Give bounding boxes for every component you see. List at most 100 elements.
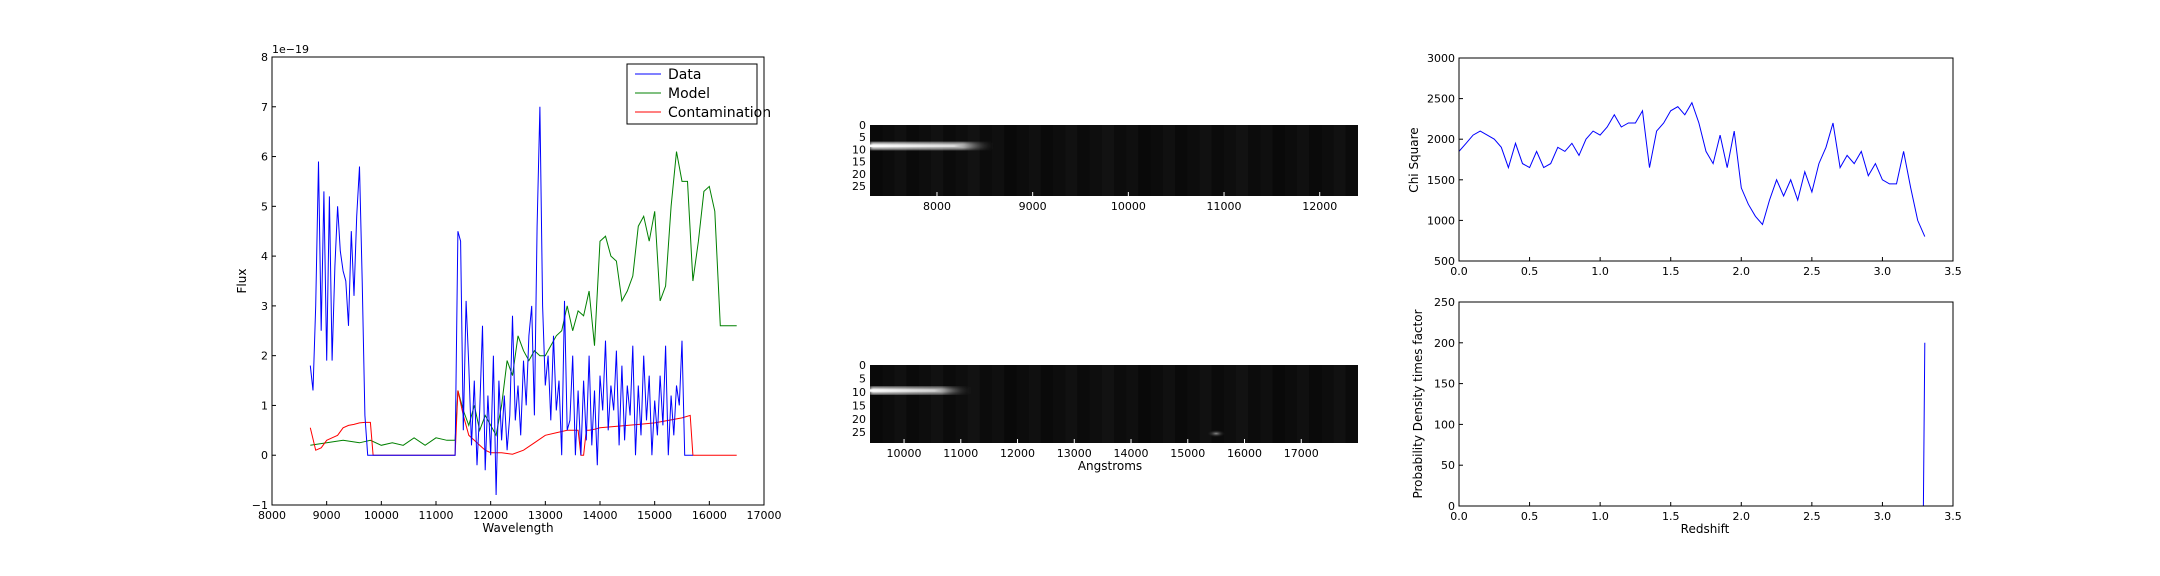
spectrum-xtick-label: 16000 xyxy=(692,509,727,522)
2d-top-noise xyxy=(1297,125,1310,196)
prob-ytick-label: 50 xyxy=(1441,459,1455,472)
spectrum-xtick-label: 11000 xyxy=(419,509,454,522)
chi-square-series-line xyxy=(1459,101,1926,237)
2d-top-ytick-label: 0 xyxy=(859,119,866,132)
2d-bottom-noise xyxy=(1260,365,1273,443)
probability-density-series-line xyxy=(1459,342,1926,506)
spectrum-ytick-label: 0 xyxy=(261,449,268,462)
spectrum-y-ticks: −1 0 1 2 3 4 5 6 7 8 xyxy=(252,51,276,512)
prob-xtick-label: 1.0 xyxy=(1591,510,1609,523)
2d-top-ytick-label: 25 xyxy=(852,180,866,193)
2d-bottom-noise xyxy=(992,365,1005,443)
2d-top-noise xyxy=(1114,125,1126,196)
spectrum-ytick-label: −1 xyxy=(252,499,268,512)
2d-top-noise xyxy=(1309,125,1321,196)
2d-bottom-xtick-label: 12000 xyxy=(1000,447,1035,460)
2d-top-noise xyxy=(1138,125,1150,196)
2d-bottom-noise xyxy=(1333,365,1346,443)
2d-bottom-noise xyxy=(1065,365,1078,443)
2d-spectrum-top-image xyxy=(870,125,1358,196)
probability-density-y-ticks: 0 50 100 150 200 250 xyxy=(1434,296,1463,513)
2d-top-noise xyxy=(1321,125,1333,196)
2d-bottom-noise xyxy=(980,365,992,443)
series-model-line xyxy=(310,151,737,446)
prob-xtick-label: 3.0 xyxy=(1874,510,1892,523)
spectrum-frame xyxy=(271,56,765,506)
2d-top-noise xyxy=(1053,125,1065,196)
probability-density-frame xyxy=(1458,301,1954,507)
spectrum-xtick-label: 12000 xyxy=(473,509,508,522)
2d-bottom-noise xyxy=(1114,365,1126,443)
spectrum-x-ticks: 8000 9000 10000 11000 12000 13000 14000 15000 16… xyxy=(258,501,782,522)
prob-ytick-label: 100 xyxy=(1434,418,1455,431)
2d-top-noise xyxy=(980,125,992,196)
2d-top-noise xyxy=(1199,125,1212,196)
2d-bottom-trace-core xyxy=(870,389,962,392)
2d-bottom-noise xyxy=(1101,365,1114,443)
chi-ytick-label: 500 xyxy=(1434,255,1455,268)
spectrum-y-label: Flux xyxy=(235,269,249,294)
2d-bottom-xtick-label: 14000 xyxy=(1114,447,1149,460)
prob-ytick-label: 0 xyxy=(1448,500,1455,513)
2d-top-xtick-label: 9000 xyxy=(1019,200,1047,213)
2d-bottom-xtick-label: 15000 xyxy=(1170,447,1205,460)
2d-top-trace-core xyxy=(870,144,982,148)
spectrum-xtick-label: 17000 xyxy=(747,509,782,522)
chi-xtick-label: 1.5 xyxy=(1662,265,1680,278)
legend-entry-model: Model xyxy=(668,86,710,102)
2d-top-ytick-label: 15 xyxy=(852,156,866,169)
2d-top-noise xyxy=(870,125,882,196)
2d-top-noise xyxy=(931,125,944,196)
2d-bottom-noise xyxy=(1346,365,1358,443)
spectrum-xtick-label: 14000 xyxy=(583,509,618,522)
2d-top-xtick-label: 11000 xyxy=(1207,200,1242,213)
spectrum-xtick-label: 10000 xyxy=(364,509,399,522)
spectrum-ytick-label: 8 xyxy=(261,51,268,64)
chi-ytick-label: 2000 xyxy=(1427,133,1455,146)
2d-top-noise xyxy=(1089,125,1102,196)
2d-bottom-noise xyxy=(1041,365,1053,443)
2d-top-noise xyxy=(1041,125,1053,196)
2d-top-noise xyxy=(1162,125,1175,196)
prob-ytick-label: 250 xyxy=(1434,296,1455,309)
chi-ytick-label: 3000 xyxy=(1427,52,1455,65)
2d-top-noise xyxy=(1187,125,1199,196)
2d-bottom-xtick-label: 13000 xyxy=(1057,447,1092,460)
chi-xtick-label: 0.5 xyxy=(1521,265,1539,278)
probability-density-line xyxy=(1459,342,1926,506)
2d-bottom-noise xyxy=(1199,365,1212,443)
spectrum-lines xyxy=(309,106,737,496)
2d-bottom-noise xyxy=(1187,365,1199,443)
2d-bottom-noise xyxy=(882,365,894,443)
chi-ytick-label: 1500 xyxy=(1427,174,1455,187)
2d-top-noise xyxy=(967,125,980,196)
2d-bottom-noise xyxy=(931,365,944,443)
2d-top-noise xyxy=(1223,125,1236,196)
2d-top-noise xyxy=(992,125,1005,196)
spectrum-xtick-label: 8000 xyxy=(258,509,286,522)
spectrum-ytick-label: 6 xyxy=(261,151,268,164)
prob-xtick-label: 1.5 xyxy=(1662,510,1680,523)
2d-top-noise xyxy=(1028,125,1041,196)
chi-square-x-ticks: 0.0 0.5 1.0 1.5 2.0 2.5 3.0 3.5 xyxy=(1450,257,1962,278)
series-data-line xyxy=(309,106,693,496)
chi-xtick-label: 0.0 xyxy=(1450,265,1468,278)
2d-bottom-ytick-label: 25 xyxy=(852,426,866,439)
2d-top-noise xyxy=(1101,125,1114,196)
prob-ytick-label: 200 xyxy=(1434,337,1455,350)
2d-bottom-noise xyxy=(1236,365,1249,443)
2d-bottom-noise xyxy=(1273,365,1285,443)
2d-bottom-noise xyxy=(1223,365,1236,443)
chi-square-line xyxy=(1459,101,1926,237)
2d-bottom-noise xyxy=(1309,365,1321,443)
2d-bottom-noise xyxy=(907,365,919,443)
chi-xtick-label: 3.0 xyxy=(1874,265,1892,278)
prob-xtick-label: 2.0 xyxy=(1733,510,1751,523)
2d-bottom-noise xyxy=(1028,365,1041,443)
2d-bottom-noise xyxy=(1089,365,1102,443)
2d-top-noise xyxy=(1285,125,1297,196)
2d-top-noise xyxy=(1248,125,1260,196)
spectrum-x-label: Wavelength xyxy=(482,521,553,535)
